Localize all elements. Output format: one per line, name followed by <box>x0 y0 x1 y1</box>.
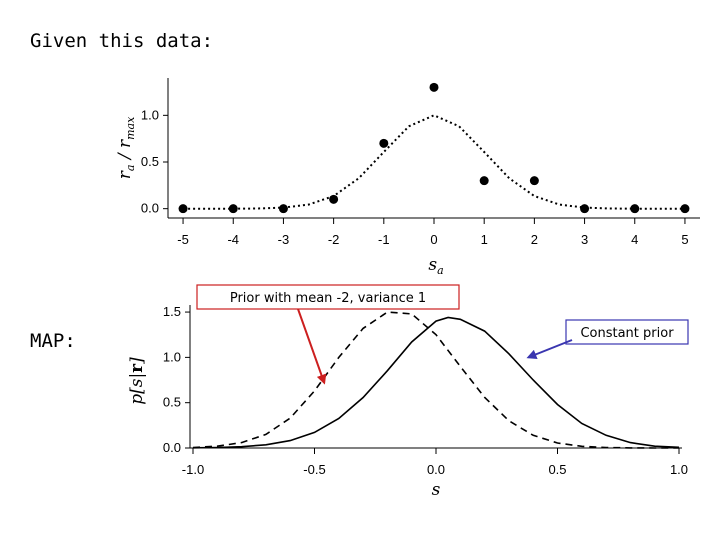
x-tick: 5 <box>681 218 689 247</box>
data-point <box>479 176 489 186</box>
x-tick: -2 <box>328 218 340 247</box>
y-tick-label: 0.0 <box>163 440 181 455</box>
x-tick-label: 0.0 <box>427 462 445 477</box>
x-tick-label: 4 <box>631 232 638 247</box>
x-tick-label: 1.0 <box>670 462 688 477</box>
x-tick-label: 0.5 <box>548 462 566 477</box>
x-tick: -3 <box>278 218 290 247</box>
data-point <box>429 82 439 92</box>
x-tick-label: -1.0 <box>182 462 204 477</box>
x-tick: 1 <box>481 218 488 247</box>
data-point <box>178 204 188 214</box>
x-tick: -4 <box>227 218 239 247</box>
x-tick-label: -1 <box>378 232 390 247</box>
y-tick-label: 0.0 <box>141 201 159 216</box>
x-tick: 1.0 <box>670 448 688 477</box>
data-point <box>278 204 288 214</box>
constant-prior-callout-text: Constant prior <box>580 326 674 341</box>
y-tick-label: 0.5 <box>163 395 181 410</box>
x-tick: 2 <box>531 218 538 247</box>
data-point <box>329 194 339 204</box>
y-tick: 1.5 <box>163 304 190 319</box>
y-tick: 0.0 <box>163 440 190 455</box>
gaussian-prior-curve <box>192 311 679 449</box>
x-tick: 4 <box>631 218 638 247</box>
y-tick-label: 1.5 <box>163 304 181 319</box>
y-axis-title: ra / rmax <box>115 116 137 179</box>
gaussian-tuning-curve <box>183 114 685 210</box>
x-tick-label: -4 <box>227 232 239 247</box>
x-tick: 0.0 <box>427 448 445 477</box>
x-tick-label: -0.5 <box>303 462 325 477</box>
tuning-curve-chart: 0.0 0.5 1.0 -5 -4 -3 -2 -1 0 1 2 3 4 5 sa ra / rmax <box>115 78 700 277</box>
y-tick-label: 1.0 <box>163 349 181 364</box>
x-tick: -1 <box>378 218 390 247</box>
x-tick-label: -3 <box>278 232 290 247</box>
x-tick-label: 3 <box>581 232 588 247</box>
y-tick: 1.0 <box>141 107 168 122</box>
data-point <box>580 204 590 214</box>
data-point <box>630 204 640 214</box>
x-tick-label: -5 <box>177 232 189 247</box>
constant-prior-callout-arrow <box>526 339 573 360</box>
x-tick: 0 <box>430 218 438 247</box>
data-point <box>680 204 690 214</box>
x-tick: -5 <box>177 218 189 247</box>
x-tick-label: 5 <box>681 232 688 247</box>
y-tick-label: 0.5 <box>141 154 159 169</box>
prior-callout: Prior with mean -2, variance 1 <box>196 284 460 385</box>
data-point <box>379 138 389 148</box>
posterior-chart: 0.00.51.01.5 -1.0 -0.5 0.0 0.5 1.0 s p[s|r] … <box>127 284 689 500</box>
x-tick: -0.5 <box>303 448 326 477</box>
y-tick: 0.5 <box>163 395 190 410</box>
x-tick-label: 0 <box>430 232 437 247</box>
constant-prior-callout: Constant prior <box>526 319 689 360</box>
y-tick-label: 1.0 <box>141 107 159 122</box>
y-tick: 0.0 <box>141 201 168 216</box>
constant-prior-curve <box>192 316 680 449</box>
x-tick: -1.0 <box>182 448 204 477</box>
y-tick: 1.0 <box>163 349 190 364</box>
x-tick-label: -2 <box>328 232 340 247</box>
data-point <box>228 204 238 214</box>
prior-callout-text: Prior with mean -2, variance 1 <box>230 291 426 306</box>
y-axis-title: p[s|r] <box>127 357 147 405</box>
x-axis-title: s <box>432 480 441 500</box>
x-tick: 3 <box>581 218 588 247</box>
map-label: MAP: <box>30 330 76 352</box>
x-tick-label: 2 <box>531 232 538 247</box>
data-point <box>529 176 539 186</box>
x-axis-title: sa <box>428 255 443 277</box>
prior-callout-arrow <box>297 308 327 385</box>
slide-heading: Given this data: <box>30 30 214 52</box>
y-tick: 0.5 <box>141 154 168 169</box>
x-tick: 0.5 <box>548 448 567 477</box>
x-tick-label: 1 <box>481 232 488 247</box>
